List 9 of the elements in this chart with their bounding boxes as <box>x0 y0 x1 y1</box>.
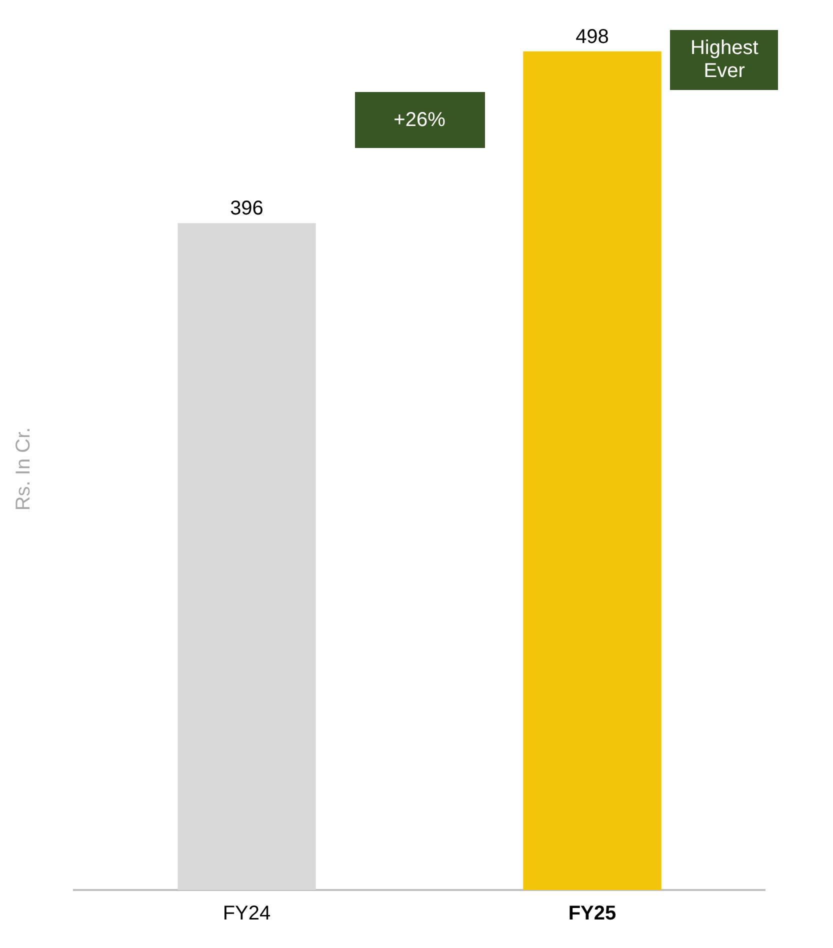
annotation: +26% <box>394 108 446 132</box>
annotation: Highest Ever <box>689 37 760 83</box>
note-box: Highest Ever <box>670 30 778 90</box>
x-tick-label: FY24 <box>222 902 271 925</box>
x-tick-label: FY25 <box>568 902 616 925</box>
data-label: 396 <box>230 198 264 220</box>
data-label: 498 <box>576 26 609 48</box>
note-box: +26% <box>354 92 484 148</box>
y-axis-title: Rs. In Cr. <box>12 427 35 511</box>
